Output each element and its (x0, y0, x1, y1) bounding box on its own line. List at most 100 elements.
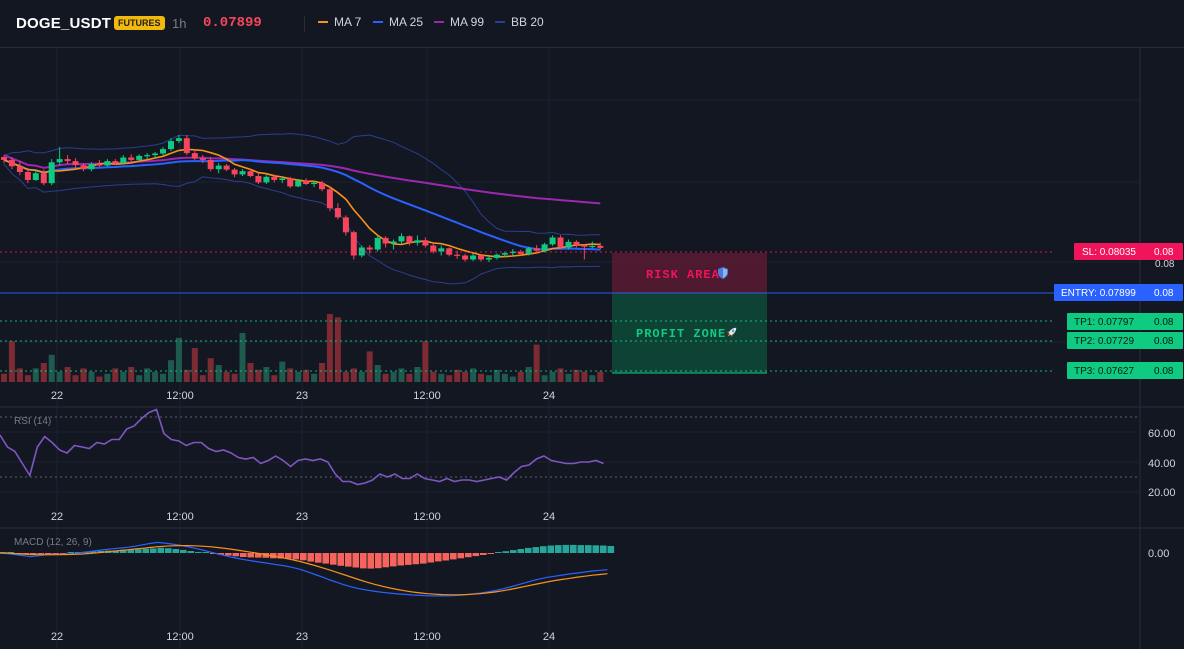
bb-upper-line (3, 133, 601, 236)
time-axis-label: 12:00 (166, 390, 194, 402)
tp1-tag[interactable]: TP1: 0.07797 0.08 (1067, 313, 1183, 330)
macd-histogram-bar (67, 552, 75, 553)
entry-tag[interactable]: ENTRY: 0.07899 0.08 (1054, 284, 1183, 301)
sl-tag[interactable]: SL: 0.08035 0.08 (1074, 243, 1183, 260)
volume-bar (398, 368, 405, 382)
time-axis-label: 23 (296, 511, 308, 523)
macd-histogram-bar (487, 553, 495, 554)
ma7-line (3, 148, 601, 258)
volume-bar (374, 365, 381, 382)
candle-body (239, 171, 246, 175)
ma7-swatch (318, 21, 328, 23)
macd-histogram-bar (240, 553, 247, 557)
candle-body (279, 178, 286, 180)
candle-body (263, 176, 270, 183)
volume-bar (382, 373, 389, 382)
legend-bb20[interactable]: BB 20 (495, 15, 544, 29)
macd-histogram-bar (217, 553, 225, 555)
rsi-tick-20: 20.00 (1148, 487, 1176, 499)
sl-tag-text: SL: 0.08035 (1082, 247, 1136, 258)
candle-body (40, 173, 47, 184)
macd-histogram-bar (225, 553, 232, 556)
tp3-tag[interactable]: TP3: 0.07627 0.08 (1067, 362, 1183, 379)
candle-body (470, 255, 477, 260)
volume-bar (279, 361, 286, 382)
macd-histogram-bar (165, 548, 172, 553)
volume-bar (88, 371, 95, 382)
macd-histogram-bar (435, 553, 442, 562)
volume-bar (366, 351, 373, 382)
macd-histogram-bar (457, 553, 465, 559)
moving-averages (3, 148, 601, 258)
macd-histogram-bar (172, 549, 180, 553)
candle-body (478, 255, 484, 260)
macd-histogram-bar (330, 553, 337, 565)
tp2-tag[interactable]: TP2: 0.07729 0.08 (1067, 332, 1183, 349)
macd-histogram-bar (405, 553, 412, 565)
macd-histogram-bar (390, 553, 397, 567)
volume-bar (470, 368, 477, 382)
candle-body (64, 159, 71, 162)
candle-body (597, 245, 604, 248)
ma25-swatch (373, 21, 383, 23)
macd-histogram-bar (202, 552, 210, 553)
macd-histogram-bar (315, 553, 322, 563)
sl-tag-value: 0.08 (1154, 247, 1174, 258)
macd-histogram-bar (322, 553, 330, 564)
volume-bar (454, 369, 461, 382)
candle-body (168, 141, 174, 150)
macd-histogram-bar (52, 553, 60, 554)
legend-ma99[interactable]: MA 99 (434, 15, 484, 29)
candle-body (398, 236, 405, 242)
last-price: 0.07899 (203, 15, 262, 31)
candle-body (342, 217, 349, 233)
volume-bar (478, 373, 484, 382)
candle-body (390, 241, 397, 244)
macd-histogram-bar (37, 553, 45, 555)
candle-body (136, 155, 143, 160)
ma99-label: MA 99 (450, 15, 485, 29)
profit-zone (612, 293, 767, 373)
legend-ma25[interactable]: MA 25 (373, 15, 423, 29)
candle-body (334, 208, 341, 218)
volume-bar (56, 371, 63, 382)
candle-body (160, 149, 166, 154)
volume-bar (8, 341, 15, 382)
macd-histogram-bar (472, 553, 480, 557)
volume-bar (96, 376, 103, 382)
candle-body (374, 237, 381, 250)
macd-histogram-bar (592, 545, 600, 553)
time-axis-label: 24 (543, 511, 555, 523)
candle-body (287, 178, 294, 187)
macd-histogram-bar (547, 545, 555, 553)
volume-bar (462, 371, 469, 382)
volume-bar (350, 368, 357, 382)
macd-histogram-bar (367, 553, 375, 569)
volume-bar (549, 371, 556, 382)
candle-body (533, 248, 540, 251)
macd-histogram-bar (345, 553, 352, 567)
candle-body (295, 180, 302, 187)
macd-pane[interactable]: MACD (12, 26, 9) 0.00 (0, 537, 1169, 597)
volume-bar (191, 348, 198, 382)
candle-body (565, 241, 572, 248)
legend-ma7[interactable]: MA 7 (318, 15, 361, 29)
rocket-icon (726, 327, 737, 338)
macd-line (0, 541, 608, 597)
time-axis-label: 22 (51, 511, 63, 523)
macd-histogram-bar (30, 553, 37, 555)
candle-body (56, 159, 63, 163)
volume-bar (239, 333, 246, 382)
rsi-pane[interactable]: RSI (14) 60.00 40.00 20.00 (0, 408, 1176, 500)
timeframe-selector[interactable]: 1h (172, 16, 187, 31)
candle-body (589, 245, 596, 248)
volume-bar (80, 368, 87, 382)
bb20-swatch (495, 21, 505, 23)
candle-body (1, 157, 7, 160)
tp3-tag-value: 0.08 (1154, 366, 1174, 377)
macd-histogram-bar (510, 550, 517, 553)
entry-tag-value: 0.08 (1154, 288, 1174, 299)
volume-bar (597, 371, 604, 382)
symbol-title[interactable]: DOGE_USDT (16, 15, 112, 32)
